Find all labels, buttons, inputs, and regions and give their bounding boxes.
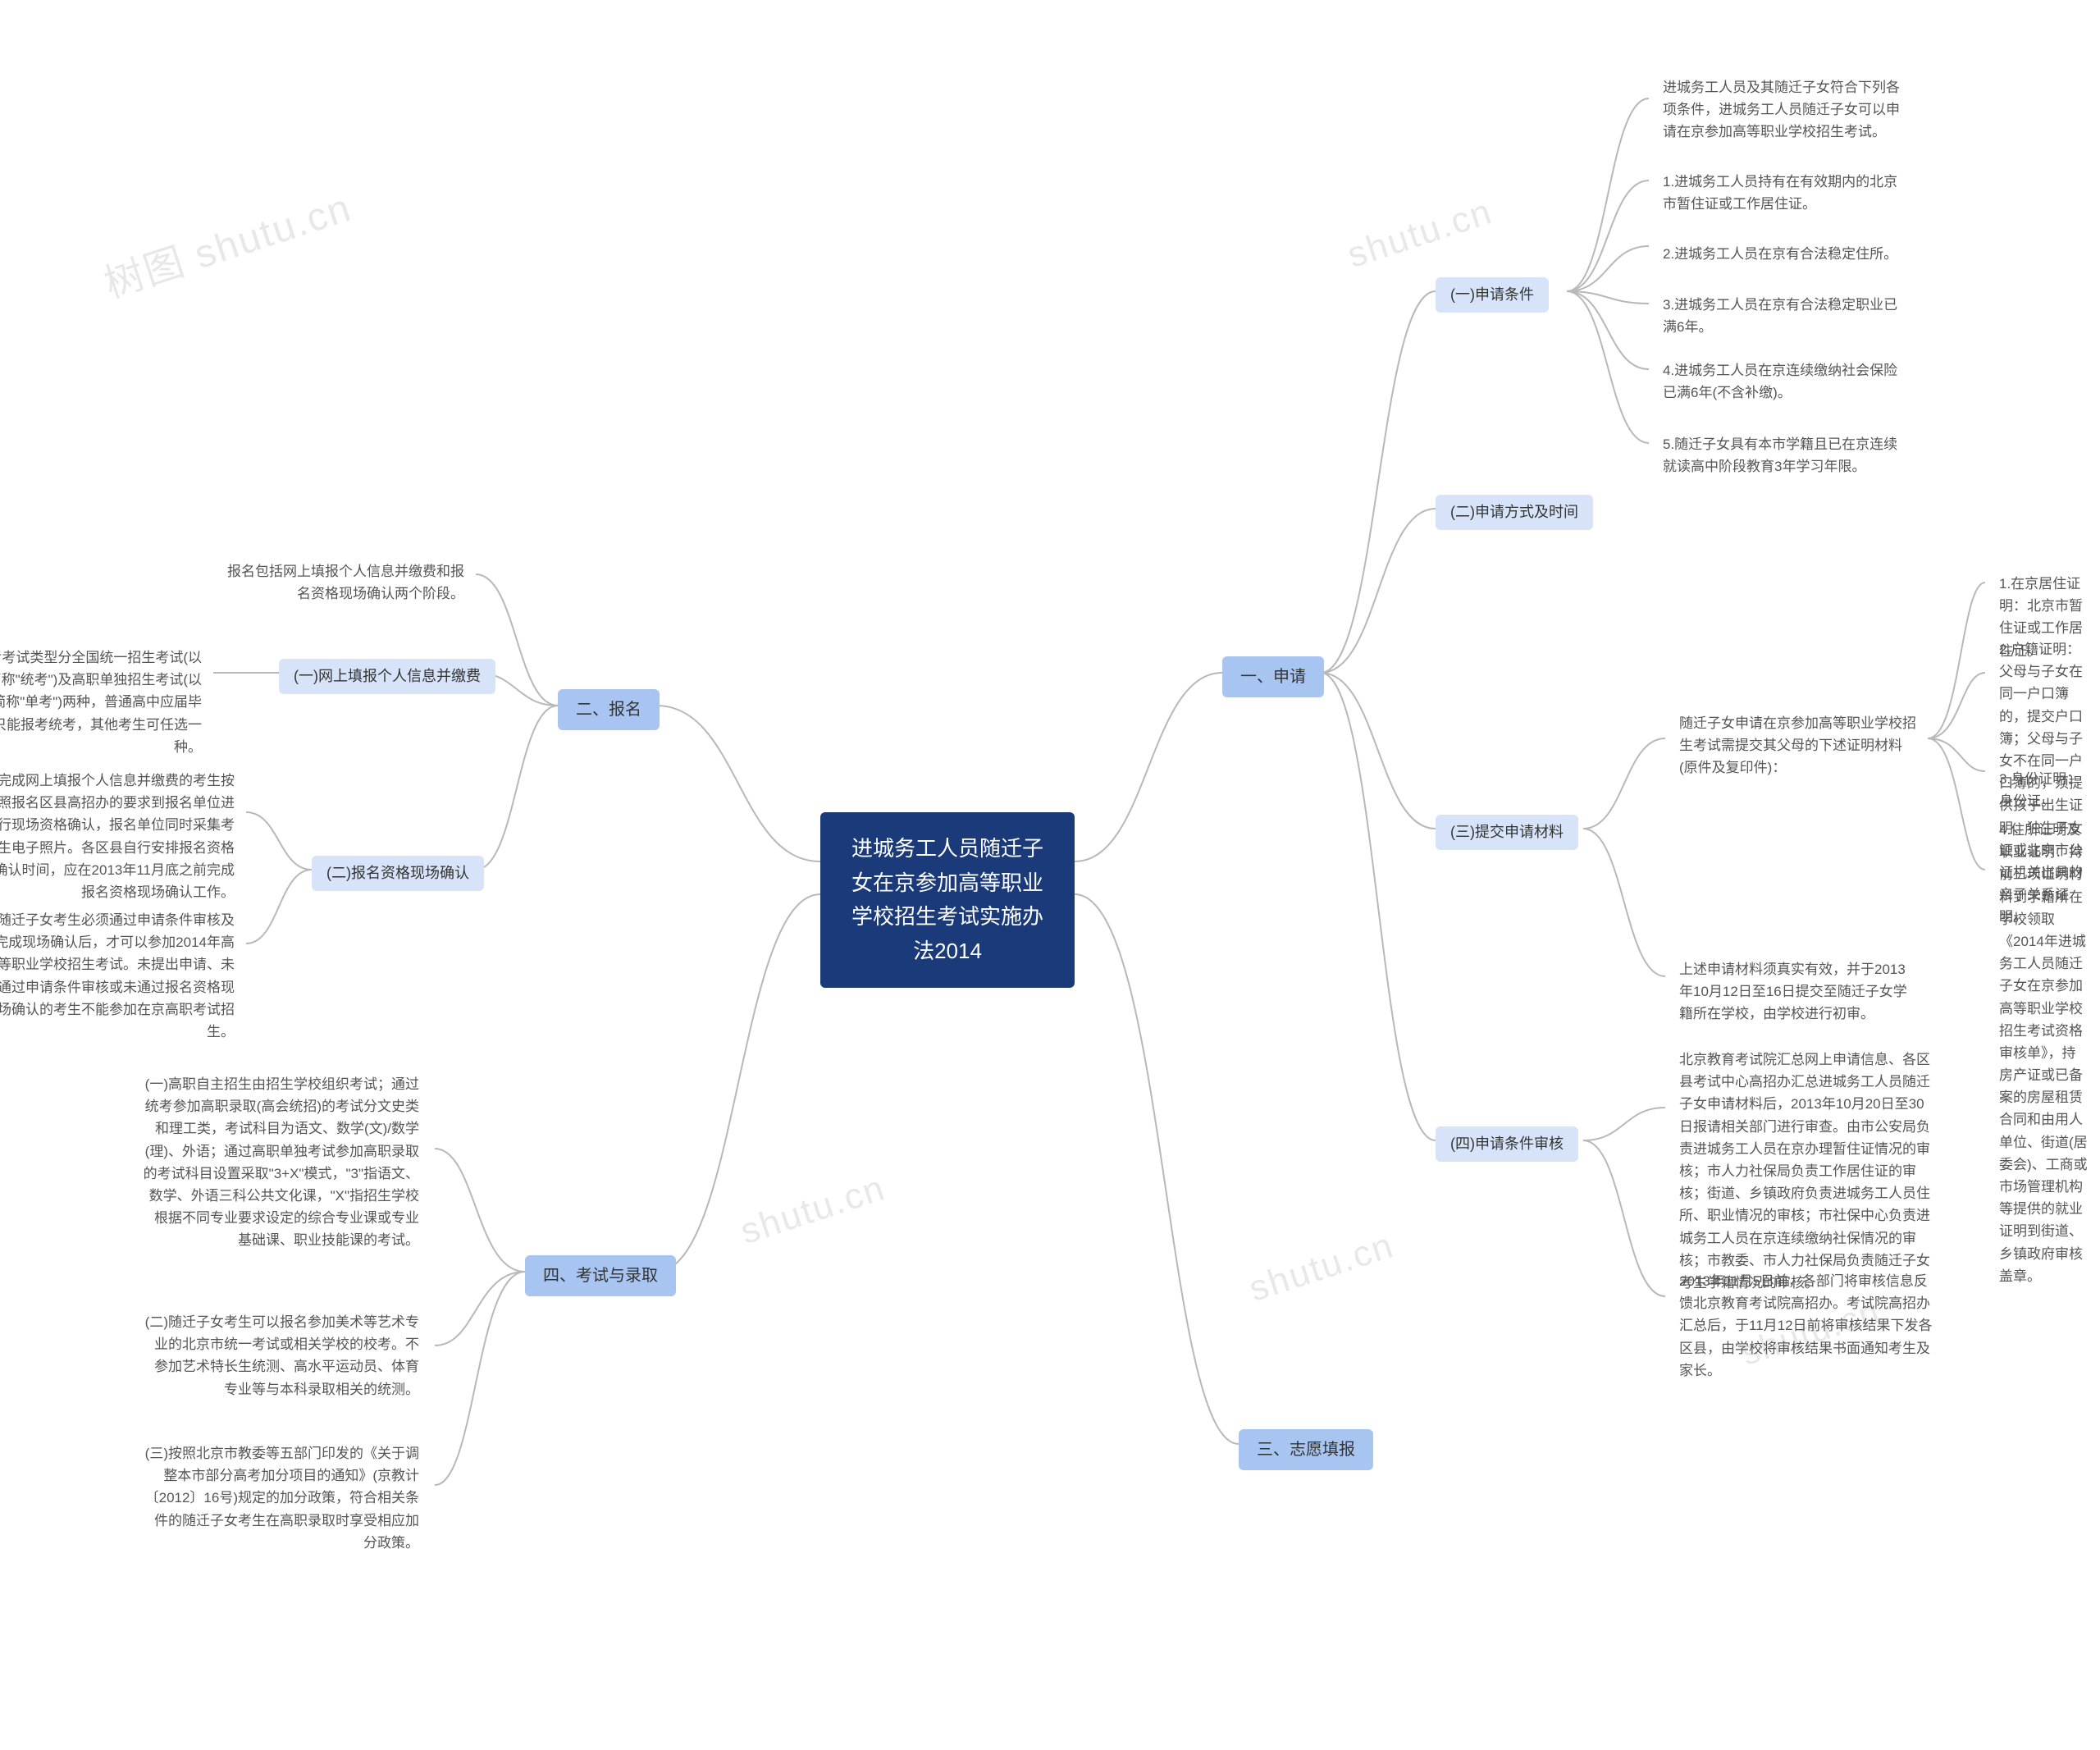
leaf-cond-2: 2.进城务工人员在京有合法稳定住所。 (1649, 236, 1909, 272)
leaf-materials-note: 上述申请材料须真实有效，并于2013年10月12日至16日提交至随迁子女学籍所在… (1665, 952, 1928, 1032)
root-node: 进城务工人员随迁子女在京参加高等职业学校招生考试实施办法2014 (820, 812, 1075, 988)
branch-exam: 四、考试与录取 (525, 1255, 676, 1296)
sub-apply-materials: (三)提交申请材料 (1436, 815, 1578, 850)
leaf-exam-1: (一)高职自主招生由招生学校组织考试；通过统考参加高职录取(高会统招)的考试分文… (127, 1067, 431, 1259)
leaf-review-1: 北京教育考试院汇总网上申请信息、各区县考试中心高招办汇总进城务工人员随迁子女申请… (1665, 1042, 1944, 1300)
leaf-cond-3: 3.进城务工人员在京有合法稳定职业已满6年。 (1649, 287, 1911, 345)
sub-register-confirm: (二)报名资格现场确认 (312, 856, 484, 891)
sub-apply-method: (二)申请方式及时间 (1436, 495, 1593, 530)
sub-register-online: (一)网上填报个人信息并缴费 (279, 659, 495, 694)
leaf-exam-3: (三)按照北京市教委等五部门印发的《关于调整本市部分高考加分项目的通知》(京教计… (127, 1436, 431, 1560)
branch-apply: 一、申请 (1222, 656, 1324, 697)
watermark: 树图 shutu.cn (96, 175, 358, 308)
sub-apply-review: (四)申请条件审核 (1436, 1126, 1578, 1162)
leaf-cond-5: 5.随迁子女具有本市学籍且已在京连续就读高中阶段教育3年学习年限。 (1649, 427, 1911, 484)
watermark: shutu.cn (736, 1167, 891, 1253)
leaf-materials-intro: 随迁子女申请在京参加高等职业学校招生考试需提交其父母的下述证明材料(原件及复印件… (1665, 706, 1928, 786)
leaf-register-confirm-2: 随迁子女考生必须通过申请条件审核及完成现场确认后，才可以参加2014年高等职业学… (0, 902, 246, 1049)
leaf-cond-1: 1.进城务工人员持有在有效期内的北京市暂住证或工作居住证。 (1649, 164, 1911, 222)
leaf-register-confirm-1: 完成网上填报个人信息并缴费的考生按照报名区县高招办的要求到报名单位进行现场资格确… (0, 763, 246, 910)
leaf-review-2: 2013年11月5日前，各部门将审核信息反馈北京教育考试院高招办。考试院高招办汇… (1665, 1263, 1944, 1388)
leaf-cond-intro: 进城务工人员及其随迁子女符合下列各项条件，进城务工人员随迁子女可以申请在京参加高… (1649, 70, 1911, 150)
branch-register: 二、报名 (558, 689, 660, 730)
leaf-materials-3: 3.身份证明：身份证。 (1985, 761, 2100, 819)
leaf-register-online-1: 报考考试类型分全国统一招生考试(以下简称"统考")及高职单独招生考试(以下简称"… (0, 640, 213, 765)
leaf-cond-4: 4.进城务工人员在京连续缴纳社会保险已满6年(不含补缴)。 (1649, 353, 1911, 410)
watermark: shutu.cn (1343, 191, 1498, 276)
watermark: shutu.cn (1244, 1225, 1399, 1310)
branch-volunteer: 三、志愿填报 (1239, 1429, 1373, 1470)
sub-apply-conditions: (一)申请条件 (1436, 277, 1549, 313)
leaf-register-intro: 报名包括网上填报个人信息并缴费和报名资格现场确认两个阶段。 (213, 554, 476, 611)
leaf-materials-4: 4.住所证明及职业证明：持前三项证明材料到学籍所在学校领取《2014年进城务工人… (1985, 812, 2100, 1294)
leaf-exam-2: (二)随迁子女考生可以报名参加美术等艺术专业的北京市统一考试或相关学校的校考。不… (127, 1305, 431, 1407)
